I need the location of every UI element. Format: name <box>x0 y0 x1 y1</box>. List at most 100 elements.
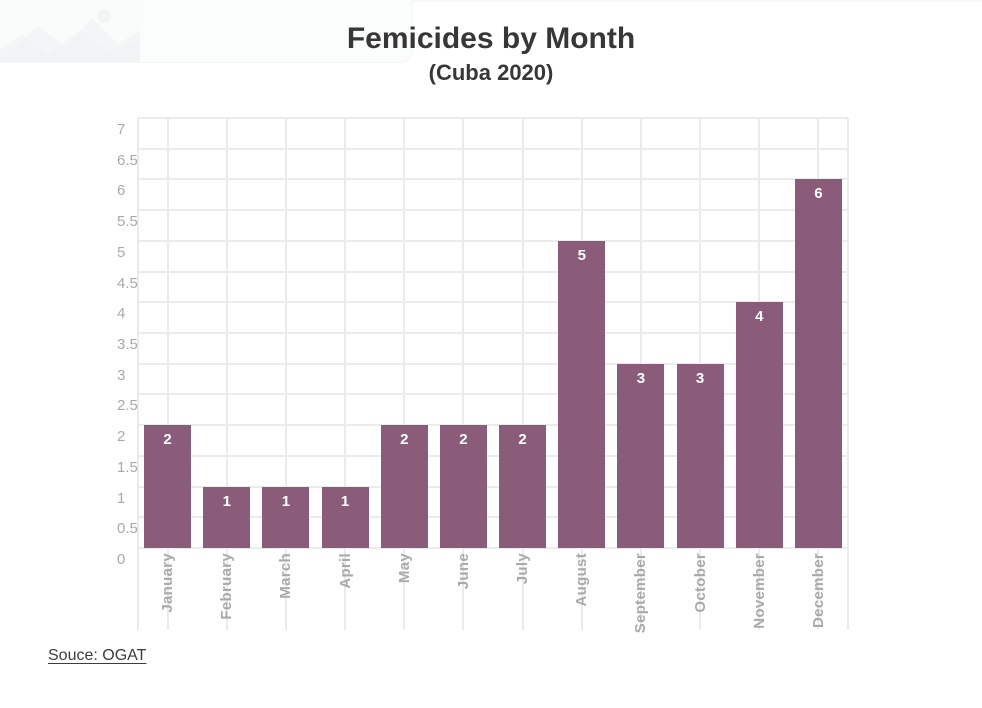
bar-value-label: 2 <box>459 431 468 449</box>
bar-series: 2 1 1 1 2 2 2 5 3 3 4 6 <box>138 118 848 548</box>
gridline-horizontal <box>138 332 848 334</box>
mountain-logo-icon <box>0 0 140 62</box>
gridline-vertical <box>403 118 406 630</box>
bar-april: 1 <box>321 486 369 548</box>
x-axis: January February March April May June July Augu… <box>138 553 848 633</box>
x-axis-label-text: February <box>218 553 236 620</box>
bar-value-label: 2 <box>400 431 409 449</box>
gridline-horizontal <box>138 393 848 396</box>
gridline-horizontal <box>138 301 848 304</box>
y-axis-tick-label: 1 <box>117 489 126 507</box>
gridline-vertical <box>521 118 524 630</box>
x-axis-label-february: February <box>197 553 256 633</box>
gridline-horizontal <box>138 547 848 549</box>
watermark-thumbnail <box>0 0 413 63</box>
y-axis-tick-label: 0.5 <box>117 520 138 538</box>
gridline-vertical <box>284 118 287 630</box>
gridline-horizontal <box>138 178 848 181</box>
bar-december: 6 <box>794 179 842 548</box>
source-link[interactable]: Souce: OGAT <box>48 647 147 664</box>
x-axis-label-march: March <box>256 553 315 633</box>
bar-value-label: 1 <box>281 492 291 510</box>
y-axis-tick-label: 0 <box>117 551 126 568</box>
gridline-vertical <box>344 118 347 630</box>
x-axis-label-text: July <box>514 553 532 585</box>
gridline-vertical <box>847 118 849 630</box>
horizontal-gridlines <box>138 117 848 549</box>
bar-march: 1 <box>262 486 310 548</box>
gridline-horizontal <box>138 270 848 273</box>
gridline-horizontal <box>138 516 848 519</box>
bar-value-label: 3 <box>636 369 646 387</box>
x-axis-label-september: September <box>611 553 670 633</box>
bar-value-label: 3 <box>695 369 705 387</box>
x-axis-label-text: May <box>395 553 413 584</box>
bar-june: 2 <box>439 425 487 548</box>
x-axis-label-text: April <box>336 553 354 589</box>
bar-february: 1 <box>203 486 251 548</box>
x-axis-label-december: December <box>789 553 848 633</box>
gridline-horizontal <box>138 485 848 488</box>
y-axis-tick-label: 2 <box>117 428 126 446</box>
page-title: Femicides by Month <box>346 22 636 55</box>
bar-value-label: 1 <box>340 492 350 510</box>
y-axis-tick-label: 6 <box>117 182 126 200</box>
bar-value-label: 2 <box>518 431 527 449</box>
x-axis-label-text: June <box>454 553 472 590</box>
gridline-horizontal <box>138 117 848 119</box>
x-axis-label-text: January <box>159 553 177 613</box>
gridline-horizontal <box>138 454 848 457</box>
x-axis-label-text: December <box>809 553 827 628</box>
bar-january: 2 <box>144 425 192 548</box>
bar-value-label: 1 <box>222 492 231 510</box>
gridline-horizontal <box>138 239 848 242</box>
x-axis-label-november: November <box>730 553 789 633</box>
x-axis-label-text: October <box>691 553 709 613</box>
gridline-vertical <box>137 118 139 630</box>
y-axis-tick-label: 3 <box>117 366 126 384</box>
x-axis-label-text: November <box>750 553 768 629</box>
x-axis-label-october: October <box>671 553 730 633</box>
gridline-horizontal <box>138 424 848 427</box>
y-axis-tick-label: 4 <box>117 305 126 323</box>
y-axis-tick-label: 5.5 <box>117 213 138 231</box>
bar-august: 5 <box>558 240 606 548</box>
bar-september: 3 <box>617 363 665 548</box>
y-axis-tick-label: 4.5 <box>117 274 138 292</box>
x-axis-label-may: May <box>375 553 434 633</box>
x-axis-label-text: March <box>277 553 295 599</box>
gridline-vertical <box>462 118 465 630</box>
bar-october: 3 <box>676 363 724 548</box>
x-axis-label-text: August <box>573 553 591 607</box>
gridline-horizontal <box>138 147 848 150</box>
y-axis-tick-label: 2.5 <box>117 397 138 415</box>
chart-header: Femicides by Month (Cuba 2020) <box>0 22 982 86</box>
bar-value-label: 5 <box>577 246 586 264</box>
gridline-horizontal <box>138 209 848 212</box>
bar-july: 2 <box>499 425 547 548</box>
bar-value-label: 2 <box>163 431 172 449</box>
bar-may: 2 <box>380 425 428 548</box>
gridline-vertical <box>166 118 169 630</box>
y-axis-tick-label: 6.5 <box>117 151 138 169</box>
x-axis-label-april: April <box>316 553 375 633</box>
bar-november: 4 <box>735 302 783 548</box>
y-axis-tick-label: 1.5 <box>117 458 138 476</box>
bar-value-label: 4 <box>755 308 764 326</box>
y-axis-tick-label: 5 <box>117 243 126 261</box>
top-border-line <box>0 0 982 2</box>
bar-value-label: 6 <box>814 185 823 203</box>
y-axis-tick-label: 7 <box>117 121 126 138</box>
x-axis-label-january: January <box>138 553 197 633</box>
gridline-horizontal <box>138 362 848 365</box>
x-axis-label-july: July <box>493 553 552 633</box>
y-axis-tick-label: 3.5 <box>117 336 138 353</box>
page-subtitle: (Cuba 2020) <box>428 60 554 85</box>
x-axis-label-august: August <box>552 553 611 633</box>
x-axis-label-text: September <box>632 553 650 634</box>
x-axis-label-june: June <box>434 553 493 633</box>
gridline-vertical <box>225 118 228 630</box>
